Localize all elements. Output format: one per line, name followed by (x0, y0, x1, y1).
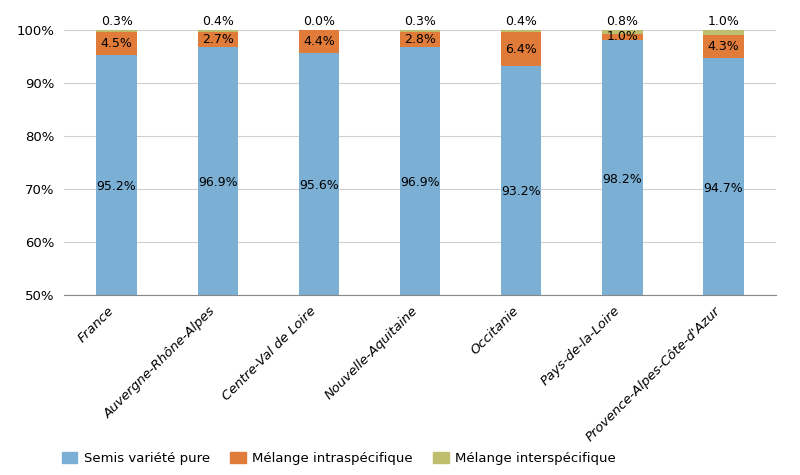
Text: 4.5%: 4.5% (101, 37, 133, 50)
Text: 0.4%: 0.4% (202, 15, 234, 28)
Legend: Semis variété pure, Mélange intraspécifique, Mélange interspécifique: Semis variété pure, Mélange intraspécifi… (56, 447, 622, 470)
Text: 0.8%: 0.8% (606, 15, 638, 28)
Text: 98.2%: 98.2% (602, 173, 642, 186)
Bar (602, 39, 642, 294)
Bar (198, 32, 238, 47)
Text: 2.8%: 2.8% (404, 33, 436, 46)
Bar (501, 32, 542, 66)
Text: 95.6%: 95.6% (299, 180, 338, 192)
Bar (298, 30, 339, 53)
Bar (501, 30, 542, 32)
Text: 4.4%: 4.4% (303, 35, 334, 48)
Text: 96.9%: 96.9% (400, 176, 440, 190)
Text: 0.3%: 0.3% (101, 15, 133, 28)
Text: 6.4%: 6.4% (506, 43, 537, 56)
Bar (96, 30, 137, 32)
Bar (96, 32, 137, 56)
Bar (602, 34, 642, 39)
Text: 93.2%: 93.2% (502, 185, 541, 198)
Bar (400, 30, 440, 32)
Bar (96, 56, 137, 294)
Text: 0.0%: 0.0% (303, 15, 335, 28)
Text: 95.2%: 95.2% (97, 180, 137, 193)
Text: 4.3%: 4.3% (707, 40, 739, 53)
Bar (602, 30, 642, 34)
Bar (501, 66, 542, 294)
Text: 1.0%: 1.0% (606, 30, 638, 44)
Bar (400, 32, 440, 47)
Bar (703, 30, 744, 36)
Text: 94.7%: 94.7% (703, 181, 743, 195)
Bar (703, 58, 744, 294)
Text: 1.0%: 1.0% (707, 15, 739, 28)
Bar (198, 47, 238, 294)
Text: 2.7%: 2.7% (202, 33, 234, 46)
Bar (298, 53, 339, 294)
Bar (703, 36, 744, 58)
Text: 0.3%: 0.3% (404, 15, 436, 28)
Text: 96.9%: 96.9% (198, 176, 238, 190)
Text: 0.4%: 0.4% (505, 15, 537, 28)
Bar (198, 30, 238, 32)
Bar (400, 47, 440, 294)
